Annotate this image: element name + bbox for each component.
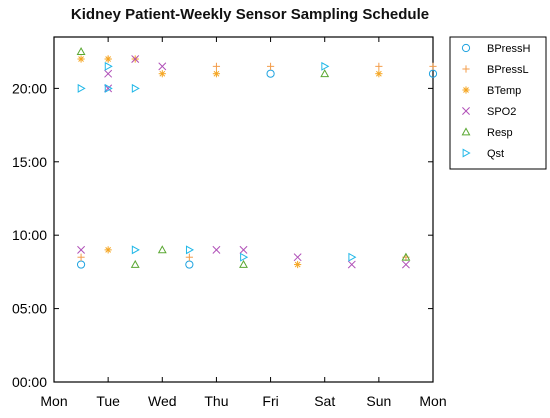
- data-point: [77, 55, 85, 63]
- data-point: [240, 252, 249, 262]
- x-tick-label: Mon: [40, 393, 67, 409]
- y-tick-label: 20:00: [12, 80, 47, 96]
- data-point: [347, 260, 356, 269]
- data-point: [294, 260, 302, 269]
- legend-box: [449, 36, 547, 170]
- data-point: [131, 245, 140, 255]
- data-point: [104, 83, 113, 93]
- x-tick-label: Fri: [262, 393, 278, 409]
- data-point: [239, 259, 248, 268]
- legend-label: Qst: [487, 148, 504, 160]
- y-tick-label: 05:00: [12, 301, 47, 317]
- data-point: [130, 259, 140, 268]
- legend-marker: [462, 65, 470, 73]
- chart-title: Kidney Patient-Weekly Sensor Sampling Sc…: [70, 6, 430, 23]
- y-tick-label: 00:00: [12, 374, 47, 390]
- data-point: [266, 69, 275, 78]
- y-axis: 00:00 05:00 10:00 15:00 20:00: [12, 80, 433, 390]
- data-point: [104, 69, 113, 78]
- data-point: [157, 245, 167, 254]
- legend-marker: [461, 127, 471, 136]
- data-point: [77, 253, 85, 261]
- legend-marker: [462, 86, 470, 94]
- legend-item-bpressh: BPressH: [461, 43, 530, 55]
- data-point: [131, 83, 140, 93]
- legend: BPressH BPressL BTemp SPO2 Resp Qst: [449, 36, 547, 170]
- y-tick-label: 10:00: [12, 227, 47, 243]
- legend-item-btemp: BTemp: [462, 85, 521, 97]
- data-point: [401, 260, 410, 269]
- data-point: [401, 252, 411, 261]
- legend-label: BPressH: [487, 43, 530, 55]
- legend-item-bpressl: BPressL: [462, 64, 529, 76]
- series-spo2: [77, 55, 410, 269]
- legend-label: SPO2: [487, 106, 516, 118]
- data-point: [239, 245, 248, 254]
- data-point: [293, 253, 302, 262]
- data-point: [77, 245, 86, 254]
- legend-marker: [462, 148, 471, 158]
- legend-marker: [461, 43, 471, 53]
- series-qst: [77, 61, 357, 262]
- series-resp: [76, 47, 411, 268]
- data-point: [104, 55, 112, 63]
- legend-label: BPressL: [487, 64, 529, 76]
- data-point: [428, 69, 438, 78]
- data-point: [185, 260, 194, 269]
- data-point: [158, 70, 166, 78]
- data-point: [104, 61, 113, 71]
- data-point: [76, 260, 86, 269]
- data-point: [185, 253, 193, 261]
- data-point: [104, 246, 112, 254]
- legend-label: BTemp: [487, 85, 521, 97]
- legend-item-qst: Qst: [462, 148, 504, 160]
- data-point: [348, 252, 357, 262]
- x-tick-label: Tue: [96, 393, 120, 409]
- legend-label: Resp: [487, 127, 513, 139]
- data-point: [375, 62, 383, 70]
- data-point: [212, 245, 221, 254]
- data-point: [321, 61, 330, 71]
- x-tick-label: Wed: [148, 393, 177, 409]
- data-point: [375, 70, 383, 78]
- y-tick-label: 15:00: [12, 154, 47, 170]
- legend-marker: [462, 107, 470, 115]
- x-tick-label: Sun: [366, 393, 391, 409]
- data-point: [212, 62, 221, 70]
- data-point: [185, 245, 194, 255]
- data-point: [77, 83, 86, 93]
- series-bpressh: [76, 69, 438, 269]
- x-tick-label: Mon: [419, 393, 446, 409]
- plot-area: [53, 36, 434, 383]
- data-markers: [76, 47, 438, 269]
- x-axis: Mon Tue Wed Thu Fri Sat Sun Mon: [40, 37, 447, 409]
- legend-item-spo2: SPO2: [462, 106, 516, 118]
- data-point: [266, 62, 275, 70]
- legend-item-resp: Resp: [461, 127, 513, 139]
- data-point: [429, 62, 437, 70]
- x-tick-label: Sat: [314, 393, 335, 409]
- data-point: [212, 70, 221, 78]
- data-point: [76, 47, 86, 56]
- data-point: [131, 55, 140, 63]
- data-point: [320, 69, 330, 78]
- x-tick-label: Thu: [204, 393, 228, 409]
- data-point: [158, 62, 167, 71]
